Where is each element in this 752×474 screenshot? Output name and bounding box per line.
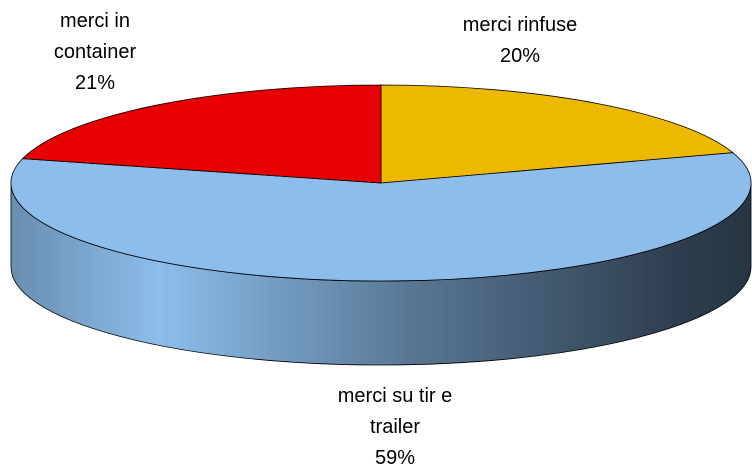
category-label: merci su tir e trailer	[337, 385, 453, 438]
category-label: merci rinfuse	[462, 14, 578, 36]
slice-label: merci su tir e trailer 59%	[315, 381, 475, 474]
value-label: 20%	[499, 45, 541, 67]
value-label: 59%	[374, 447, 416, 469]
slice	[10, 152, 752, 282]
slice-label: merci rinfuse 20%	[410, 10, 630, 72]
value-label: 21%	[74, 72, 116, 94]
slice	[380, 84, 734, 184]
slice	[21, 84, 382, 184]
slice-label: merci in container 21%	[40, 6, 150, 99]
category-label: merci in container	[53, 10, 137, 63]
